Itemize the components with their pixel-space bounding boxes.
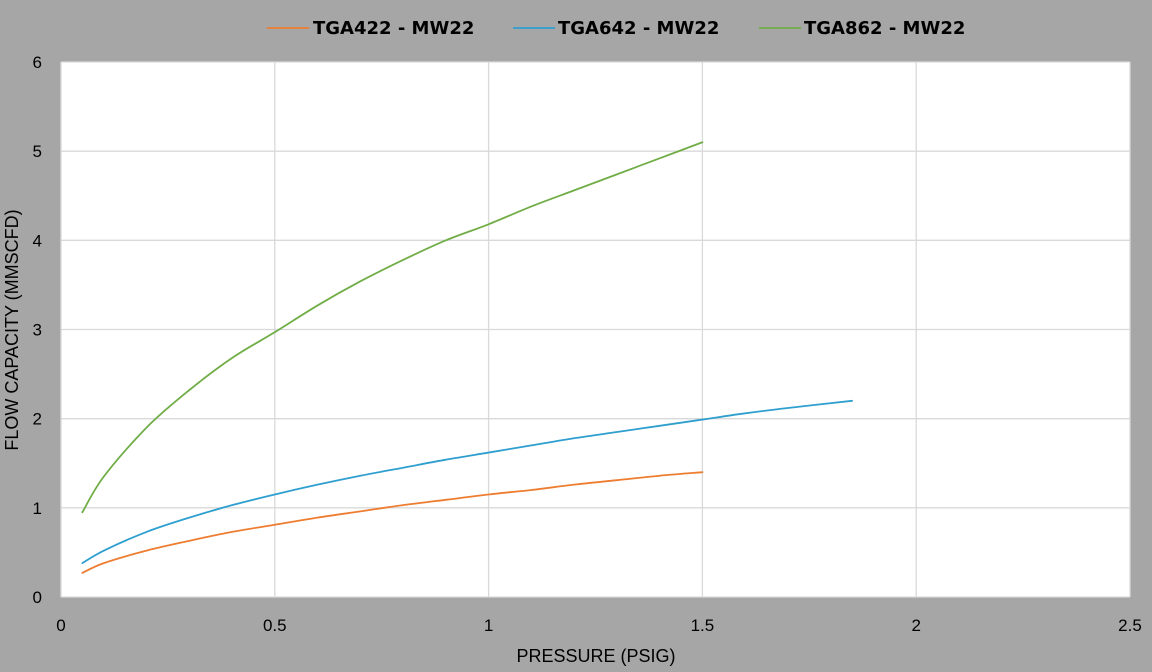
y-tick-label: 0	[33, 588, 42, 607]
legend: TGA422 - MW22 TGA642 - MW22 TGA862 - MW22	[267, 18, 965, 39]
y-axis-title: FLOW CAPACITY (MMSCFD)	[2, 209, 22, 450]
y-tick-label: 1	[33, 499, 42, 518]
x-axis-title: PRESSURE (PSIG)	[516, 646, 675, 666]
tick-labels: 0 0.5 1 1.5 2 2.5 0 1 2 3 4 5 6	[33, 53, 1142, 635]
y-tick-label: 6	[33, 53, 42, 72]
x-tick-label: 2.5	[1118, 616, 1142, 635]
series-line-2	[81, 399, 853, 565]
y-tick-label: 2	[33, 410, 42, 429]
legend-label-2: TGA642 - MW22	[558, 18, 719, 39]
series-lines	[81, 141, 853, 574]
x-tick-label: 0.5	[263, 616, 287, 635]
legend-label-1: TGA422 - MW22	[313, 18, 474, 39]
legend-label-3: TGA862 - MW22	[804, 18, 965, 39]
x-tick-label: 0	[56, 616, 65, 635]
x-tick-label: 2	[911, 616, 920, 635]
series-line-3	[81, 141, 704, 514]
x-tick-label: 1.5	[691, 616, 715, 635]
y-tick-label: 5	[33, 142, 42, 161]
x-tick-label: 1	[484, 616, 493, 635]
y-tick-label: 3	[33, 321, 42, 340]
series-line-1	[81, 471, 704, 574]
y-tick-label: 4	[33, 231, 42, 250]
gridlines	[60, 61, 1131, 598]
